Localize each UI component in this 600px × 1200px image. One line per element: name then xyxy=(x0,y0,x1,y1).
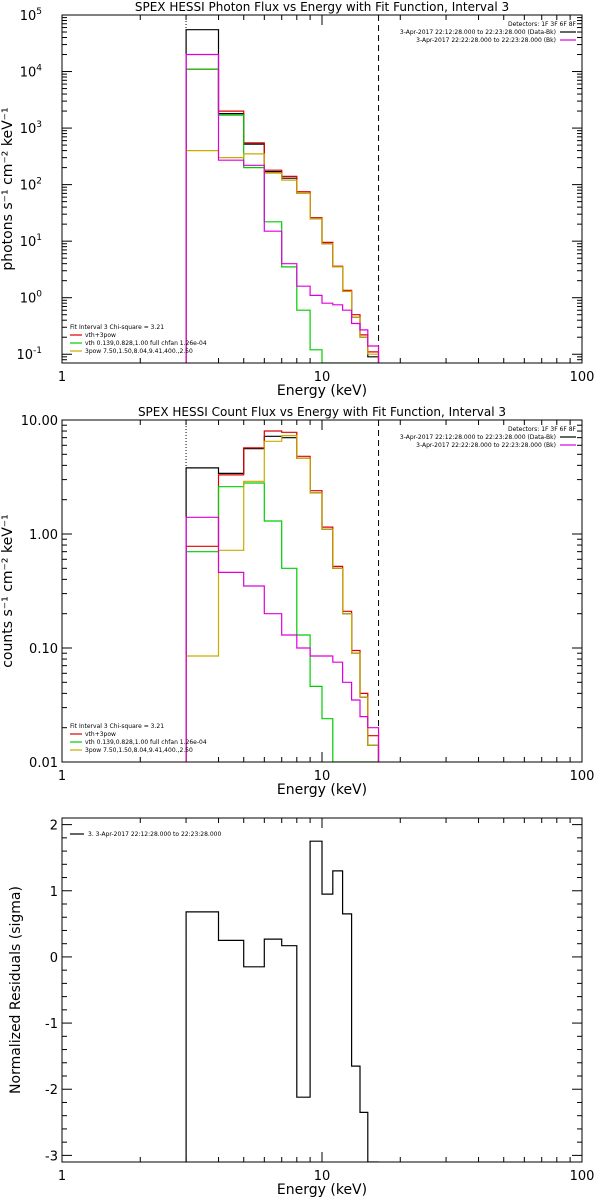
y-tick-label: 100 xyxy=(20,290,43,307)
photon-flux-panel: SPEX HESSI Photon Flux vs Energy with Fi… xyxy=(0,0,594,399)
y-tick-exponent: 2 xyxy=(36,177,42,187)
legend-label: 3pow 7.50,1.50,8.04,9.41,400.,2.50 xyxy=(85,747,193,754)
plot-frame xyxy=(61,419,583,763)
legend-fit-header: Fit Interval 3 Chi-square = 3.21 xyxy=(70,324,164,331)
y-tick-exponent: 0 xyxy=(36,290,42,300)
y-tick-mantissa: 10 xyxy=(20,179,37,194)
y-tick-exponent: -1 xyxy=(33,346,42,356)
x-axis-label: Energy (keV) xyxy=(277,1182,367,1198)
y-tick-mantissa: 10 xyxy=(20,235,37,250)
series-line-2 xyxy=(185,68,379,363)
legend-fit-header: Fit Interval 3 Chi-square = 3.21 xyxy=(70,723,164,730)
legend-label: vth 0.139,0.828,1.00 full chfan 1.26e-04 xyxy=(85,340,207,347)
legend-label: 3-Apr-2017 22:22:28.000 to 22:23:28.000 … xyxy=(416,37,556,44)
plot-frame xyxy=(61,14,583,364)
x-tick-label: 1 xyxy=(58,1169,66,1184)
y-tick-exponent: 5 xyxy=(36,7,42,17)
series-group xyxy=(185,430,380,762)
x-tick-label: 1 xyxy=(58,370,66,385)
y-axis-label: Normalized Residuals (sigma) xyxy=(8,886,24,1094)
legend-detectors: Detectors: 1F 3F 6F 8F xyxy=(508,21,577,28)
y-tick-label: 10.00 xyxy=(21,414,58,429)
x-axis-label: Energy (keV) xyxy=(277,383,367,399)
series-group xyxy=(185,840,379,1162)
y-tick-mantissa: 10 xyxy=(20,292,37,307)
series-line-1 xyxy=(185,430,380,762)
y-tick-label: 2 xyxy=(50,819,58,834)
x-tick-label: 10 xyxy=(314,370,331,385)
y-tick-label: 0 xyxy=(50,951,58,966)
series-line-4 xyxy=(185,516,380,762)
y-tick-label: -2 xyxy=(45,1083,58,1098)
series-line-0 xyxy=(185,840,379,1162)
y-tick-label: 103 xyxy=(20,120,42,137)
y-tick-label: -3 xyxy=(45,1149,58,1164)
legend-label: vth+3pow xyxy=(85,731,116,738)
series-line-4 xyxy=(185,53,380,363)
y-tick-mantissa: 10 xyxy=(20,9,37,24)
series-line-1 xyxy=(185,68,380,363)
y-axis-label: photons s⁻¹ cm⁻² keV⁻¹ xyxy=(0,107,16,270)
y-tick-label: 10-1 xyxy=(16,346,42,363)
y-tick-mantissa: 10 xyxy=(16,348,33,363)
y-tick-exponent: 3 xyxy=(36,120,42,130)
legend-label: 3pow 7.50,1.50,8.04,9.41,400.,2.50 xyxy=(85,348,193,355)
y-tick-label: 0.01 xyxy=(29,756,58,771)
y-axis-label: counts s⁻¹ cm⁻² keV⁻¹ xyxy=(0,514,16,668)
x-tick-label: 100 xyxy=(570,769,595,784)
legend-detectors: Detectors: 1F 3F 6F 8F xyxy=(508,426,577,433)
y-tick-label: -1 xyxy=(45,1017,58,1032)
series-line-0 xyxy=(185,435,380,762)
legend-label: 3-Apr-2017 22:12:28.000 to 22:23:28.000 … xyxy=(400,29,556,36)
y-tick-label: 105 xyxy=(20,7,42,24)
y-tick-label: 104 xyxy=(20,64,43,81)
y-tick-label: 1 xyxy=(50,885,58,900)
y-tick-label: 102 xyxy=(20,177,42,194)
series-line-3 xyxy=(185,435,380,762)
chart-title: SPEX HESSI Count Flux vs Energy with Fit… xyxy=(138,405,506,419)
y-tick-exponent: 1 xyxy=(36,233,42,243)
y-tick-label: 0.10 xyxy=(29,642,58,657)
legend-label: 3. 3-Apr-2017 22:12:28.000 to 22:23:28.0… xyxy=(88,831,221,838)
x-tick-label: 100 xyxy=(570,1169,595,1184)
legend-label: 3-Apr-2017 22:12:28.000 to 22:23:28.000 … xyxy=(400,434,556,441)
y-tick-label: 101 xyxy=(20,233,42,250)
chart-title: SPEX HESSI Photon Flux vs Energy with Fi… xyxy=(135,0,509,14)
count-flux-panel: SPEX HESSI Count Flux vs Energy with Fit… xyxy=(0,405,594,798)
legend-label: 3-Apr-2017 22:22:28.000 to 22:23:28.000 … xyxy=(416,442,556,449)
y-tick-exponent: 4 xyxy=(36,64,42,74)
residuals-panel: 1 10 100 -3 -2 -1 0 1 2 Energy (keV) Normalized Re… xyxy=(8,817,595,1198)
legend-label: vth 0.139,0.828,1.00 full chfan 1.26e-04 xyxy=(85,739,207,746)
series-line-0 xyxy=(185,29,380,363)
x-axis-label: Energy (keV) xyxy=(277,782,367,798)
x-tick-label: 100 xyxy=(570,370,595,385)
plot-frame xyxy=(61,817,583,1163)
series-group xyxy=(185,29,380,363)
y-tick-mantissa: 10 xyxy=(20,66,37,81)
x-tick-label: 1 xyxy=(58,769,66,784)
y-tick-mantissa: 10 xyxy=(20,122,37,137)
x-tick-label: 10 xyxy=(314,1169,331,1184)
legend-label: vth+3pow xyxy=(85,332,116,339)
y-tick-label: 1.00 xyxy=(29,528,58,543)
x-tick-label: 10 xyxy=(314,769,331,784)
